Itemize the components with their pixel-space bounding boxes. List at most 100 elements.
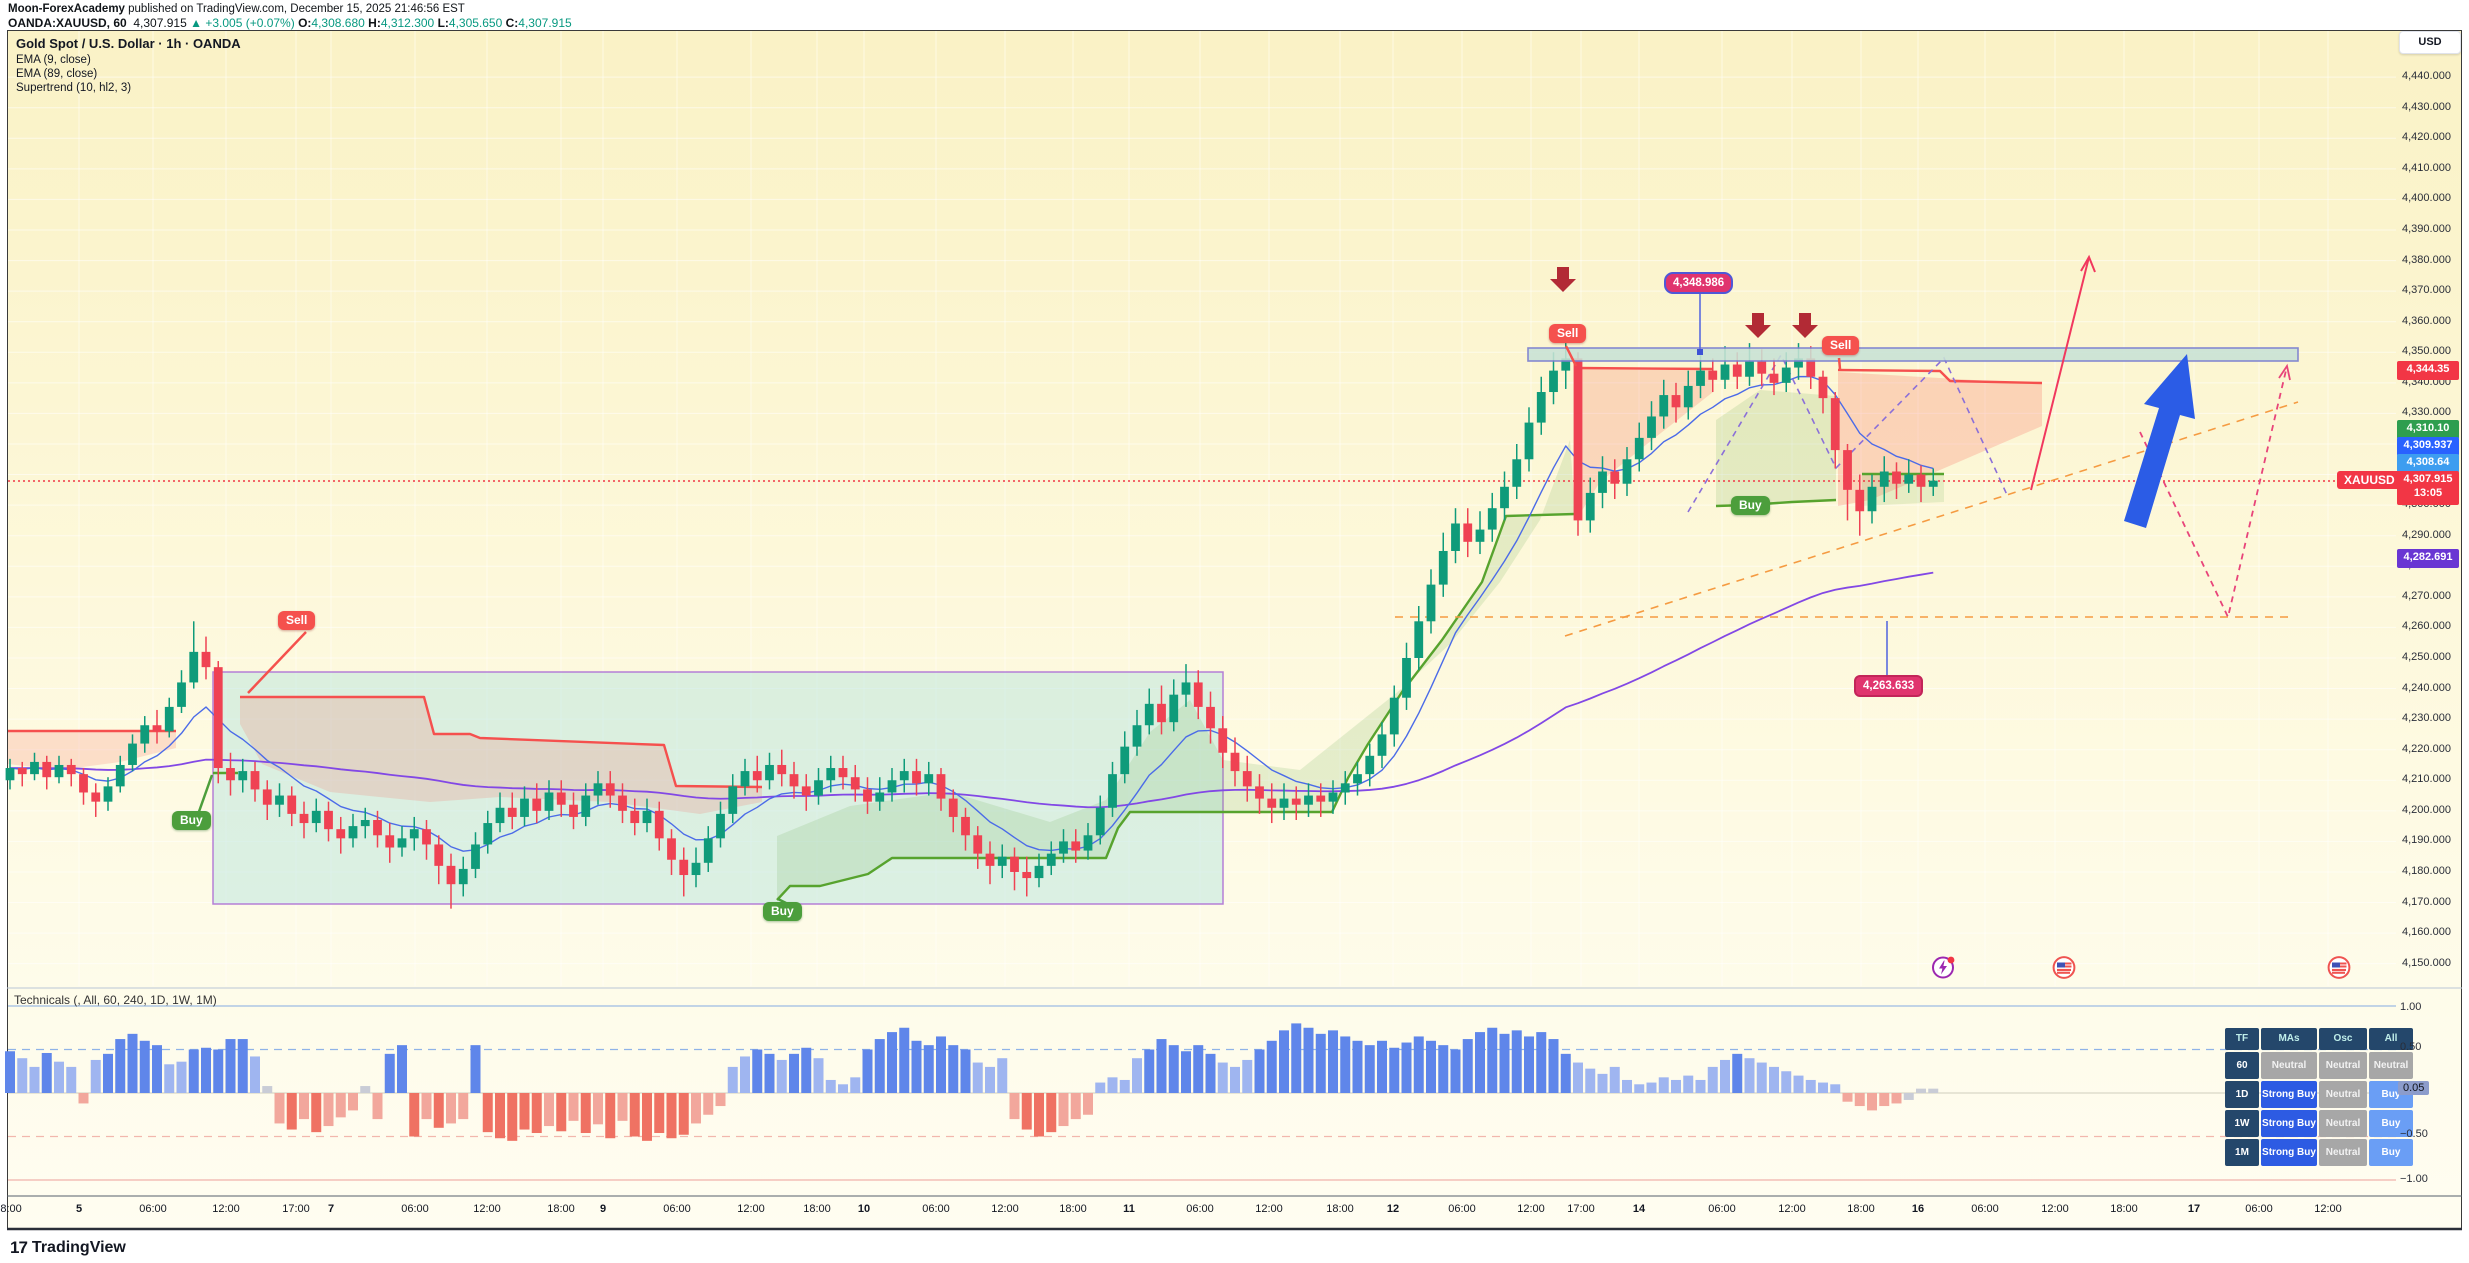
table-cell[interactable]: Neutral	[2261, 1052, 2317, 1079]
time-axis-label[interactable]: 18:00	[2110, 1203, 2138, 1215]
price-axis-tick[interactable]: 4,160.000	[2402, 926, 2451, 939]
tech-axis-tick[interactable]: −1.00	[2400, 1173, 2428, 1185]
table-cell[interactable]: Buy	[2369, 1110, 2413, 1137]
price-axis-tick[interactable]: 4,290.000	[2402, 528, 2451, 541]
tech-axis-tick[interactable]: −0.50	[2400, 1128, 2428, 1140]
legend-supertrend[interactable]: Supertrend (10, hl2, 3)	[16, 82, 132, 94]
time-axis-day-label[interactable]: 14	[1632, 1203, 1646, 1215]
price-axis-tick[interactable]: 4,240.000	[2402, 681, 2451, 694]
tech-axis-tick[interactable]: 0.50	[2400, 1041, 2422, 1053]
legend-ema9[interactable]: EMA (9, close)	[16, 54, 91, 66]
time-axis-day-label[interactable]: 5	[75, 1203, 83, 1215]
table-cell[interactable]: Strong Buy	[2261, 1139, 2317, 1166]
price-axis-tick[interactable]: 4,420.000	[2402, 131, 2451, 144]
tech-axis-tick[interactable]: 0.05	[2398, 1081, 2430, 1095]
price-axis-tick[interactable]: 4,430.000	[2402, 100, 2451, 113]
table-cell[interactable]: 1D	[2225, 1081, 2259, 1108]
tradingview-footer[interactable]: 17 TradingView	[10, 1238, 126, 1258]
table-cell[interactable]: 60	[2225, 1052, 2259, 1079]
time-axis-label[interactable]: 18:00	[803, 1203, 831, 1215]
time-axis-label[interactable]: 12:00	[1255, 1203, 1283, 1215]
price-axis-tick[interactable]: 4,390.000	[2402, 223, 2451, 235]
time-axis-label[interactable]: 17:00	[282, 1203, 310, 1215]
time-axis-label[interactable]: 12:00	[212, 1203, 240, 1215]
time-axis-day-label[interactable]: 9	[599, 1203, 607, 1215]
us-flag-event-icon[interactable]	[2052, 956, 2076, 985]
price-axis-tick[interactable]: 4,370.000	[2402, 284, 2451, 297]
price-axis-tick[interactable]: 4,330.000	[2402, 406, 2451, 419]
time-axis-label[interactable]: 12:00	[473, 1203, 501, 1215]
time-axis-label[interactable]: 12:00	[991, 1203, 1019, 1215]
price-axis-tick[interactable]: 4,210.000	[2402, 773, 2451, 786]
table-cell[interactable]: Neutral	[2319, 1052, 2367, 1079]
price-axis-tick[interactable]: 4,360.000	[2402, 314, 2451, 327]
time-axis-label[interactable]: 06:00	[1708, 1203, 1736, 1215]
symbol-name[interactable]: OANDA:XAUUSD, 60	[8, 16, 127, 30]
time-axis-label[interactable]: 06:00	[663, 1203, 691, 1215]
legend-title[interactable]: Gold Spot / U.S. Dollar · 1h · OANDA	[16, 36, 241, 51]
time-axis-label[interactable]: 18:00	[0, 1203, 22, 1215]
legend-ema89[interactable]: EMA (89, close)	[16, 68, 98, 80]
lightning-event-icon[interactable]	[1931, 956, 1955, 985]
price-axis-tick[interactable]: 4,150.000	[2402, 956, 2451, 969]
us-flag-event-icon[interactable]	[2327, 956, 2351, 985]
time-axis-day-label[interactable]: 11	[1123, 1203, 1135, 1215]
time-axis-label[interactable]: 12:00	[2041, 1203, 2069, 1215]
tech-axis-tick[interactable]: 1.00	[2400, 1001, 2422, 1013]
time-axis-day-label[interactable]: 7	[327, 1203, 335, 1215]
price-axis-tick[interactable]: 4,410.000	[2402, 161, 2451, 174]
price-callout-label[interactable]: 4,348.986	[1664, 272, 1734, 294]
price-axis-tick[interactable]: 4,170.000	[2402, 895, 2451, 908]
time-axis-label[interactable]: 06:00	[139, 1203, 167, 1215]
time-axis-label[interactable]: 06:00	[1971, 1203, 1999, 1215]
time-axis-label[interactable]: 06:00	[1186, 1203, 1214, 1215]
price-axis-tick[interactable]: 4,180.000	[2402, 864, 2451, 877]
currency-button[interactable]: USD	[2399, 31, 2461, 54]
table-cell[interactable]: Neutral	[2319, 1081, 2367, 1108]
chart-legend[interactable]: Gold Spot / U.S. Dollar · 1h · OANDA EMA…	[16, 36, 241, 96]
table-header-cell[interactable]: All	[2369, 1028, 2413, 1050]
price-axis-tick[interactable]: 4,350.000	[2402, 345, 2451, 358]
table-cell[interactable]: Strong Buy	[2261, 1110, 2317, 1137]
table-cell[interactable]: Buy	[2369, 1139, 2413, 1166]
time-axis-label[interactable]: 12:00	[737, 1203, 765, 1215]
time-axis-day-label[interactable]: 12	[1386, 1203, 1400, 1215]
table-cell[interactable]: Strong Buy	[2261, 1081, 2317, 1108]
time-axis-label[interactable]: 18:00	[1847, 1203, 1875, 1215]
table-cell[interactable]: Neutral	[2319, 1110, 2367, 1137]
table-cell[interactable]: Neutral	[2369, 1052, 2413, 1079]
time-axis-label[interactable]: 12:00	[1778, 1203, 1806, 1215]
price-axis-tick[interactable]: 4,440.000	[2402, 70, 2451, 83]
time-axis-label[interactable]: 18:00	[1326, 1203, 1354, 1215]
technicals-pane-title[interactable]: Technicals (, All, 60, 240, 1D, 1W, 1M)	[14, 993, 217, 1007]
price-axis-tick[interactable]: 4,190.000	[2402, 834, 2451, 847]
time-axis-label[interactable]: 18:00	[547, 1203, 575, 1215]
price-callout-label[interactable]: 4,263.633	[1854, 675, 1924, 697]
time-axis-label[interactable]: 12:00	[1517, 1203, 1545, 1215]
time-axis-label[interactable]: 06:00	[1448, 1203, 1476, 1215]
table-header-cell[interactable]: TF	[2225, 1028, 2259, 1050]
time-axis-day-label[interactable]: 17	[2187, 1203, 2201, 1215]
table-header-cell[interactable]: Osc	[2319, 1028, 2367, 1050]
table-cell[interactable]: 1M	[2225, 1139, 2259, 1166]
table-header-cell[interactable]: MAs	[2261, 1028, 2317, 1050]
price-axis-tick[interactable]: 4,380.000	[2402, 253, 2451, 266]
price-axis-tick[interactable]: 4,260.000	[2402, 620, 2451, 633]
time-axis-day-label[interactable]: 10	[857, 1203, 871, 1215]
time-axis-label[interactable]: 06:00	[922, 1203, 950, 1215]
price-axis-tick[interactable]: 4,200.000	[2402, 803, 2451, 816]
price-axis-tick[interactable]: 4,250.000	[2402, 650, 2451, 663]
time-axis-day-label[interactable]: 16	[1911, 1203, 1925, 1215]
price-axis-tick[interactable]: 4,400.000	[2402, 192, 2451, 205]
time-axis-label[interactable]: 12:00	[2314, 1203, 2342, 1215]
price-axis-tick[interactable]: 4,270.000	[2402, 589, 2451, 602]
time-axis-label[interactable]: 17:00	[1567, 1203, 1595, 1215]
table-cell[interactable]: 1W	[2225, 1110, 2259, 1137]
price-axis-tick[interactable]: 4,230.000	[2402, 712, 2451, 725]
table-cell[interactable]: Neutral	[2319, 1139, 2367, 1166]
time-axis-label[interactable]: 06:00	[2245, 1203, 2273, 1215]
time-axis-label[interactable]: 18:00	[1059, 1203, 1087, 1215]
time-axis-label[interactable]: 06:00	[401, 1203, 429, 1215]
price-axis-tick[interactable]: 4,220.000	[2402, 742, 2451, 755]
